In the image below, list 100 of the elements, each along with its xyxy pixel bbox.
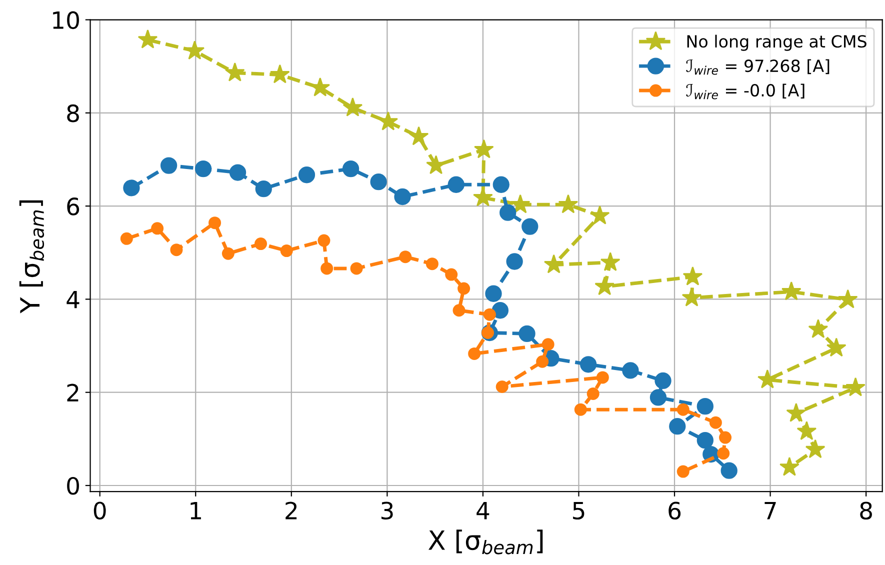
point <box>654 372 672 390</box>
point <box>370 174 387 190</box>
y-axis-title: Y [σ$_{beam}$] <box>19 200 44 314</box>
point <box>596 371 609 384</box>
point <box>574 403 587 416</box>
point <box>805 439 826 458</box>
point <box>717 447 730 460</box>
point <box>229 164 246 181</box>
y-tick-label: 10 <box>53 11 79 30</box>
point <box>492 302 509 319</box>
point <box>500 204 516 221</box>
point <box>184 40 205 60</box>
point <box>426 155 446 174</box>
point <box>590 205 610 224</box>
point <box>650 389 667 406</box>
point <box>682 266 703 286</box>
x-tick-label: 6 <box>668 502 681 520</box>
x-tick-label: 0 <box>94 502 106 520</box>
point <box>255 180 272 198</box>
point <box>669 418 686 435</box>
point <box>522 218 538 235</box>
y-tick-label: 6 <box>67 198 80 216</box>
point <box>696 432 714 449</box>
point <box>194 160 212 178</box>
point <box>786 402 806 422</box>
y-tick-label: 2 <box>67 384 78 402</box>
point <box>474 139 494 158</box>
point <box>838 289 858 308</box>
point <box>270 64 290 84</box>
point <box>160 157 178 174</box>
point <box>448 176 464 193</box>
point <box>586 388 600 400</box>
point <box>600 252 620 271</box>
point <box>757 369 778 388</box>
point <box>342 160 360 178</box>
point <box>492 176 510 193</box>
point <box>846 377 866 396</box>
point <box>506 253 523 270</box>
point <box>445 268 458 281</box>
point <box>222 247 234 260</box>
point <box>676 403 690 416</box>
point <box>298 166 316 184</box>
legend-label: No long range at CMS <box>687 34 866 51</box>
point <box>622 362 639 379</box>
point <box>452 304 466 317</box>
point <box>682 287 702 306</box>
point <box>483 308 496 321</box>
point <box>558 194 578 214</box>
point <box>378 111 398 130</box>
point <box>536 355 549 368</box>
point <box>458 282 470 295</box>
point <box>544 254 564 274</box>
point <box>280 244 293 258</box>
point <box>496 380 508 394</box>
point <box>594 276 615 296</box>
point <box>320 262 334 275</box>
point <box>120 232 133 245</box>
point <box>138 29 158 48</box>
point <box>580 356 597 373</box>
point <box>399 250 412 264</box>
x-tick-label: 8 <box>860 502 872 520</box>
point <box>350 262 363 275</box>
x-tick-label: 2 <box>286 502 297 520</box>
point <box>342 97 363 116</box>
point <box>808 319 828 338</box>
point <box>719 431 732 444</box>
point <box>468 347 481 360</box>
point <box>796 421 817 440</box>
x-tick-label: 4 <box>476 502 490 520</box>
y-tick-label: 8 <box>67 104 79 122</box>
point <box>408 126 429 146</box>
legend-label: ℐ$_{wire}$ = -0.0 [A] <box>686 84 804 100</box>
legend-label: ℐ$_{wire}$ = 97.268 [A] <box>686 59 830 75</box>
point <box>542 338 554 351</box>
point <box>518 325 536 342</box>
point <box>510 194 530 214</box>
point <box>720 462 738 479</box>
point <box>780 456 800 476</box>
point <box>208 216 222 230</box>
point <box>426 258 438 270</box>
point <box>318 234 330 247</box>
y-tick-label: 4 <box>66 290 80 308</box>
point <box>123 180 140 196</box>
x-tick-label: 5 <box>573 502 584 520</box>
x-tick-label: 1 <box>190 502 201 520</box>
y-tick-label: 0 <box>67 476 79 495</box>
point <box>485 285 502 302</box>
point <box>709 416 722 429</box>
x-axis-title: X [σ$_{beam}$] <box>428 530 543 554</box>
point <box>826 338 846 357</box>
point <box>781 281 802 300</box>
point <box>151 222 164 235</box>
point <box>224 62 245 82</box>
x-tick-label: 3 <box>381 502 393 520</box>
x-tick-label: 7 <box>764 502 776 520</box>
point <box>394 188 411 206</box>
point <box>696 398 714 415</box>
point <box>676 465 690 478</box>
point <box>170 244 183 256</box>
point <box>254 238 268 250</box>
